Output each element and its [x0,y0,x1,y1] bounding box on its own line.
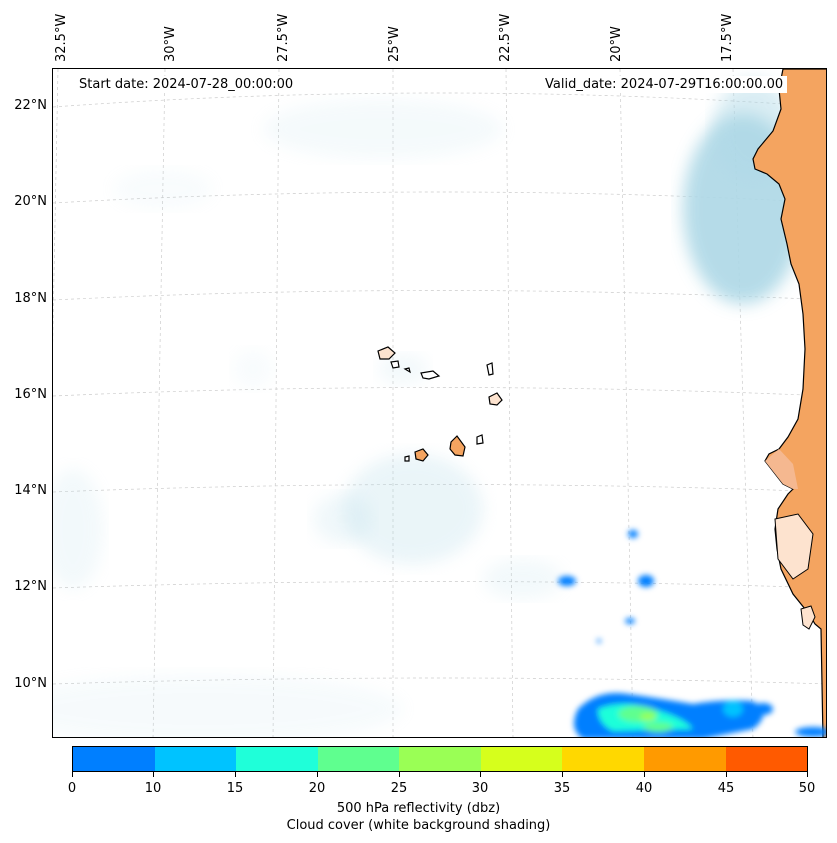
colorbar-segment [399,747,481,771]
colorbar-segment [643,747,726,771]
colorbar-segment [317,747,400,771]
colorbar-segment [562,747,644,771]
colorbar-sublabel: Cloud cover (white background shading) [286,818,551,833]
colorbar-segment [73,747,155,771]
colorbar-tickmark [153,772,154,777]
colorbar-segment [154,747,237,771]
lat-label-16n: 16°N [14,387,47,402]
lon-label-17-5w: 17.5°W [720,13,735,62]
colorbar-tick-label: 0 [67,781,77,796]
lat-label-10n: 10°N [14,676,47,691]
colorbar-tickmark [644,772,645,777]
lat-label-14n: 14°N [14,483,47,498]
lat-label-12n: 12°N [14,579,47,594]
colorbar-segment [236,747,318,771]
colorbar-label: 500 hPa reflectivity (dbz) [336,801,501,816]
colorbar-tick-label: 25 [390,781,408,796]
start-date-label: Start date: 2024-07-28_00:00:00 [75,76,298,93]
colorbar-tickmark [235,772,236,777]
lat-label-18n: 18°N [14,291,47,306]
lon-label-30w: 30°W [163,26,178,62]
colorbar-tickmark [562,772,563,777]
colorbar-tick-label: 45 [717,781,735,796]
colorbar-tick-label: 40 [635,781,653,796]
lon-label-20w: 20°W [609,26,624,62]
colorbar-tick-label: 10 [144,781,162,796]
lon-label-32-5w: 32.5°W [54,13,69,62]
lat-label-20n: 20°N [14,194,47,209]
colorbar-tick-label: 15 [226,781,244,796]
lon-label-25w: 25°W [387,26,402,62]
lon-label-27-5w: 27.5°W [276,13,291,62]
africa-land [752,69,826,737]
valid-date-label: Valid_date: 2024-07-29T16:00:00.00 [541,76,788,93]
colorbar-tickmark [807,772,808,777]
map-canvas [53,69,826,737]
reflectivity-cells [558,530,826,737]
cape-verde-islands [377,346,503,462]
colorbar-tickmark [399,772,400,777]
colorbar-tick-label: 30 [471,781,489,796]
colorbar-tick-label: 20 [308,781,326,796]
lat-label-22n: 22°N [14,98,47,113]
colorbar-tick-label: 50 [798,781,816,796]
lon-label-22-5w: 22.5°W [498,13,513,62]
colorbar-segment [480,747,563,771]
colorbar-tickmark [726,772,727,777]
map-panel[interactable] [52,68,827,738]
colorbar-tick-label: 35 [553,781,571,796]
colorbar-tickmark [72,772,73,777]
colorbar-tickmark [480,772,481,777]
cloud-cover [53,79,803,737]
colorbar-tickmark [317,772,318,777]
colorbar-segment [725,747,808,771]
colorbar [72,746,808,772]
